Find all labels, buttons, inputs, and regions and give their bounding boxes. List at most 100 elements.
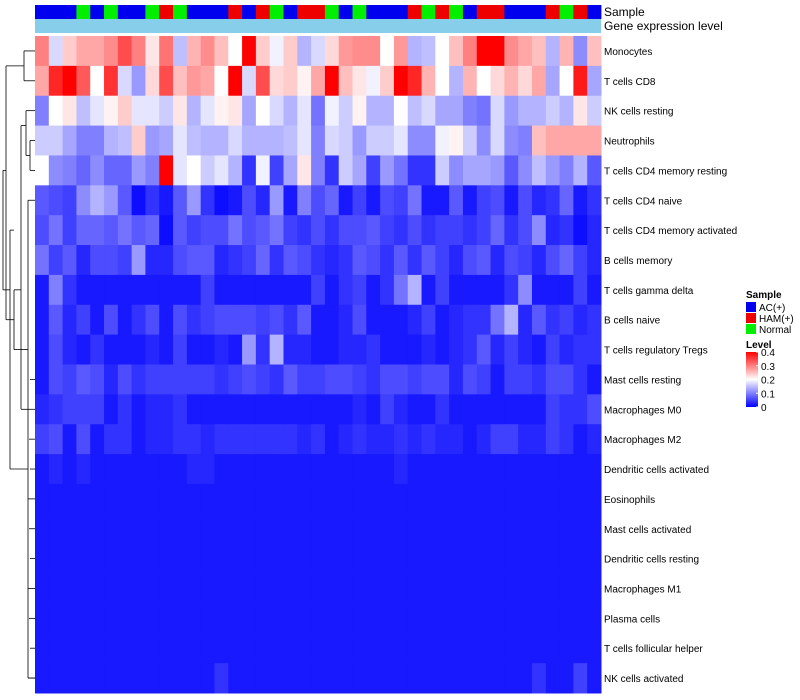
heatmap-cell [228, 364, 243, 395]
heatmap-cell [490, 483, 505, 515]
heatmap-cell [131, 513, 146, 545]
heatmap-cell [90, 245, 105, 276]
heatmap-cell [228, 95, 243, 127]
heatmap-cell [393, 155, 409, 186]
heatmap-cell [587, 364, 602, 395]
heatmap-cell [338, 245, 354, 276]
heatmap-cell [297, 483, 312, 515]
row-label: Neutrophils [604, 137, 655, 148]
heatmap-cell [173, 36, 188, 67]
heatmap-cell [117, 573, 133, 604]
sample-cell [338, 5, 353, 19]
heatmap-cell [490, 603, 505, 634]
heatmap-cell [587, 155, 602, 186]
heatmap-cell [421, 304, 436, 336]
heatmap-cell [90, 95, 105, 127]
heatmap-cell [297, 95, 312, 127]
heatmap-cell [297, 65, 312, 97]
heatmap-cell [255, 155, 271, 186]
heatmap-cell [283, 185, 298, 216]
heatmap-cell [449, 573, 464, 604]
heatmap-cell [186, 185, 202, 216]
heatmap-cell [228, 603, 243, 634]
heatmap-cell [145, 603, 160, 634]
heatmap-cell [200, 663, 215, 694]
heatmap-cell [407, 65, 423, 97]
heatmap-cell [255, 543, 271, 575]
heatmap-cell [228, 36, 243, 67]
heatmap-cell [352, 304, 367, 336]
heatmap-cell [117, 65, 133, 97]
heatmap-cell [380, 603, 395, 634]
heatmap-cell [407, 125, 423, 156]
heatmap-cell [117, 245, 133, 276]
heatmap-cell [462, 125, 478, 156]
heatmap-cell [393, 513, 409, 545]
heatmap-cell [573, 454, 588, 485]
heatmap-cell [407, 483, 423, 515]
heatmap-cell [573, 603, 588, 634]
heatmap-cell [90, 483, 105, 515]
heatmap-cell [311, 155, 326, 186]
heatmap-cell [380, 513, 395, 545]
sample-cell [242, 5, 257, 19]
heatmap-cell [242, 573, 257, 604]
heatmap-cell [214, 513, 229, 545]
heatmap-cell [62, 603, 77, 634]
heatmap-cell [587, 304, 602, 336]
heatmap-cell [531, 424, 547, 455]
heatmap-cell [380, 394, 395, 425]
heatmap-cell [62, 215, 77, 246]
heatmap-cell [255, 394, 271, 425]
heatmap-cell [269, 543, 284, 575]
heatmap-cell [490, 573, 505, 604]
heatmap-cell [504, 573, 519, 604]
heatmap-cell [35, 663, 50, 694]
heatmap-cell [393, 573, 409, 604]
sample-cell [186, 5, 202, 19]
heatmap-cell [407, 394, 423, 425]
heatmap-cell [242, 304, 257, 336]
sample-cell [449, 5, 464, 19]
heatmap-cell [104, 95, 119, 127]
heatmap-cell [531, 483, 547, 515]
sample-track-label: Sample [604, 5, 645, 19]
heatmap-cell [462, 603, 478, 634]
sample-cell [559, 5, 574, 19]
sample-cell [283, 5, 298, 19]
heatmap-cell [462, 543, 478, 575]
level-tick-label: 0 [761, 403, 767, 414]
heatmap-cell [380, 454, 395, 485]
heatmap-cell [283, 513, 298, 545]
heatmap-cell [255, 304, 271, 336]
heatmap-cell [380, 304, 395, 336]
heatmap-cell [366, 245, 381, 276]
heatmap-cell [407, 215, 423, 246]
heatmap-cell [200, 185, 215, 216]
heatmap-cell [421, 215, 436, 246]
heatmap-cell [283, 394, 298, 425]
heatmap-cell [145, 304, 160, 336]
heatmap-cell [338, 543, 354, 575]
legend-sample-title: Sample [746, 290, 782, 301]
heatmap-cell [435, 663, 450, 694]
heatmap-cell [269, 483, 284, 515]
heatmap-cell [435, 633, 450, 664]
heatmap-cell [435, 304, 450, 336]
heatmap-cell [76, 663, 91, 694]
heatmap-cell [407, 573, 423, 604]
heatmap-cell [462, 424, 478, 455]
heatmap-cell [518, 185, 533, 216]
sample-cell [104, 5, 119, 19]
heatmap-cell [476, 215, 492, 246]
heatmap-cell [545, 633, 561, 664]
heatmap-cell [297, 215, 312, 246]
heatmap-cell [435, 65, 450, 97]
row-label: T cells CD8 [604, 77, 656, 88]
heatmap-cell [531, 513, 547, 545]
heatmap-cell [283, 454, 298, 485]
heatmap-cell [297, 394, 312, 425]
heatmap-cell [214, 424, 229, 455]
heatmap-cell [283, 125, 298, 156]
heatmap-cell [380, 334, 395, 365]
